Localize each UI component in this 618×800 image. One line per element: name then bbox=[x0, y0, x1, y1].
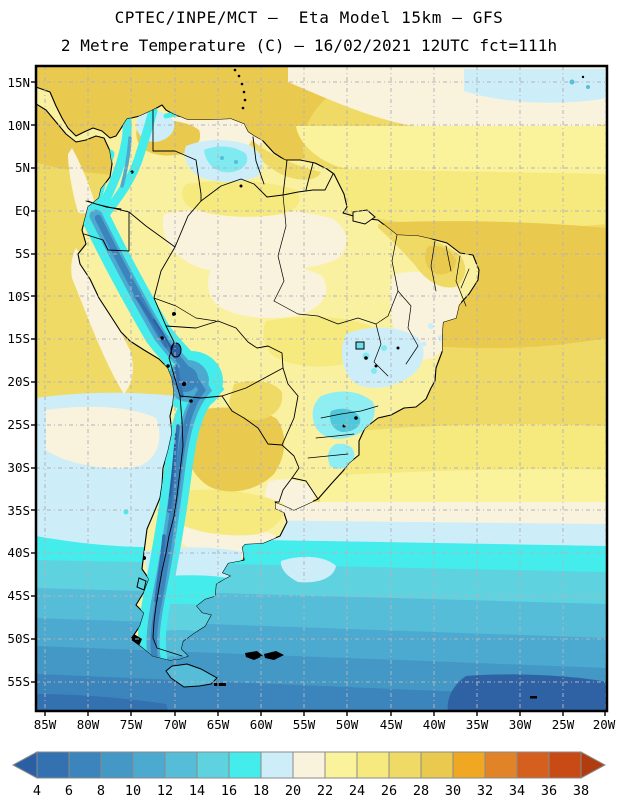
colorbar-segment bbox=[68, 751, 102, 779]
lon-label: 80W bbox=[77, 717, 100, 732]
south-georgia bbox=[530, 696, 537, 699]
temperature-colorbar: 4 6 8 10 12 14 16 18 20 22 24 26 28 30 3… bbox=[11, 751, 607, 799]
colorbar-tick: 36 bbox=[541, 783, 557, 799]
colorbar-tick: 20 bbox=[285, 783, 301, 799]
colorbar-segment bbox=[356, 751, 390, 779]
lat-label: 20S bbox=[7, 374, 30, 389]
colorbar-tick: 22 bbox=[317, 783, 333, 799]
colorbar-segment bbox=[196, 751, 230, 779]
map-subtitle: 2 Metre Temperature (C) – 16/02/2021 12U… bbox=[60, 36, 558, 55]
map-frame bbox=[34, 64, 609, 713]
colorbar-tick: 16 bbox=[221, 783, 237, 799]
map-canvas bbox=[36, 66, 607, 711]
lat-label: 15S bbox=[7, 331, 30, 346]
lat-label: 15N bbox=[7, 75, 30, 90]
colorbar-tick: 34 bbox=[509, 783, 525, 799]
lat-label: 55S bbox=[7, 674, 30, 689]
colorbar-tick: 28 bbox=[413, 783, 429, 799]
lesser-antilles bbox=[233, 68, 247, 110]
lon-label: 35W bbox=[466, 717, 489, 732]
colorbar-tick: 8 bbox=[97, 783, 105, 799]
colorbar-segment bbox=[516, 751, 550, 779]
south-america-landmass bbox=[36, 86, 480, 661]
colorbar-tick: 30 bbox=[445, 783, 461, 799]
lon-label: 70W bbox=[164, 717, 187, 732]
colorbar-tick: 12 bbox=[157, 783, 173, 799]
colorbar-segment bbox=[100, 751, 134, 779]
lon-label: 45W bbox=[380, 717, 403, 732]
reservoir bbox=[355, 341, 365, 350]
longitude-axis: 85W 80W 75W 70W 65W 60W 55W 50W 45W 40W … bbox=[34, 711, 616, 732]
lon-label: 60W bbox=[250, 717, 273, 732]
lat-label: 5S bbox=[15, 246, 30, 261]
islands bbox=[136, 68, 537, 699]
lon-label: 85W bbox=[34, 717, 57, 732]
colorbar-arrow-right bbox=[580, 751, 607, 779]
staten-island bbox=[214, 683, 226, 686]
lon-label: 20W bbox=[593, 717, 616, 732]
lat-label: 40S bbox=[7, 545, 30, 560]
colorbar-tick: 18 bbox=[253, 783, 269, 799]
lat-label: 35S bbox=[7, 503, 30, 518]
lon-label: 55W bbox=[293, 717, 316, 732]
lat-label: 45S bbox=[7, 588, 30, 603]
colorbar-segment bbox=[388, 751, 422, 779]
colorbar-tick: 14 bbox=[189, 783, 205, 799]
colorbar-tick-labels: 4 6 8 10 12 14 16 18 20 22 24 26 28 30 3… bbox=[33, 783, 589, 799]
falkland-islands bbox=[245, 651, 284, 660]
colorbar-tick: 6 bbox=[65, 783, 73, 799]
colorbar-tick: 24 bbox=[349, 783, 365, 799]
map-title: CPTEC/INPE/MCT – Eta Model 15km – GFS bbox=[114, 8, 504, 27]
colorbar-segment bbox=[260, 751, 294, 779]
colorbar-segment bbox=[228, 751, 262, 779]
colorbar-segment bbox=[164, 751, 198, 779]
lat-label: 50S bbox=[7, 631, 30, 646]
colorbar-arrow-left bbox=[11, 751, 38, 779]
lat-label: 10S bbox=[7, 289, 30, 304]
lon-label: 50W bbox=[336, 717, 359, 732]
colorbar-segment bbox=[452, 751, 486, 779]
lat-label: 30S bbox=[7, 460, 30, 475]
colorbar-segment bbox=[484, 751, 518, 779]
lon-label: 25W bbox=[552, 717, 575, 732]
colorbar-segment bbox=[132, 751, 166, 779]
cold-spot-specks bbox=[130, 170, 400, 428]
colorbar-segment bbox=[324, 751, 358, 779]
marajo-island bbox=[352, 209, 376, 225]
lon-label: 75W bbox=[120, 717, 143, 732]
lon-label: 65W bbox=[207, 717, 230, 732]
colorbar-tick: 38 bbox=[573, 783, 589, 799]
colorbar-tick: 32 bbox=[477, 783, 493, 799]
colorbar-tick: 4 bbox=[33, 783, 41, 799]
lon-label: 30W bbox=[509, 717, 532, 732]
colorbar-segment bbox=[36, 751, 70, 779]
state-borders bbox=[153, 194, 470, 459]
latitude-axis: 15N 10N 5N EQ 5S 10S 15S 20S 25S 30S 35S… bbox=[7, 75, 36, 689]
lat-label: 5N bbox=[15, 160, 30, 175]
lat-label: 10N bbox=[7, 118, 30, 133]
colorbar-tick: 10 bbox=[125, 783, 141, 799]
tierra-del-fuego bbox=[165, 663, 218, 688]
lake-titicaca bbox=[170, 342, 182, 358]
lon-label: 40W bbox=[423, 717, 446, 732]
colorbar-tick: 26 bbox=[381, 783, 397, 799]
colorbar-segment bbox=[292, 751, 326, 779]
colorbar-segment bbox=[420, 751, 454, 779]
country-borders bbox=[83, 109, 334, 657]
lat-label: 25S bbox=[7, 417, 30, 432]
chiloe-island bbox=[136, 577, 147, 591]
colorbar-segment bbox=[548, 751, 582, 779]
lat-label: EQ bbox=[15, 203, 30, 218]
